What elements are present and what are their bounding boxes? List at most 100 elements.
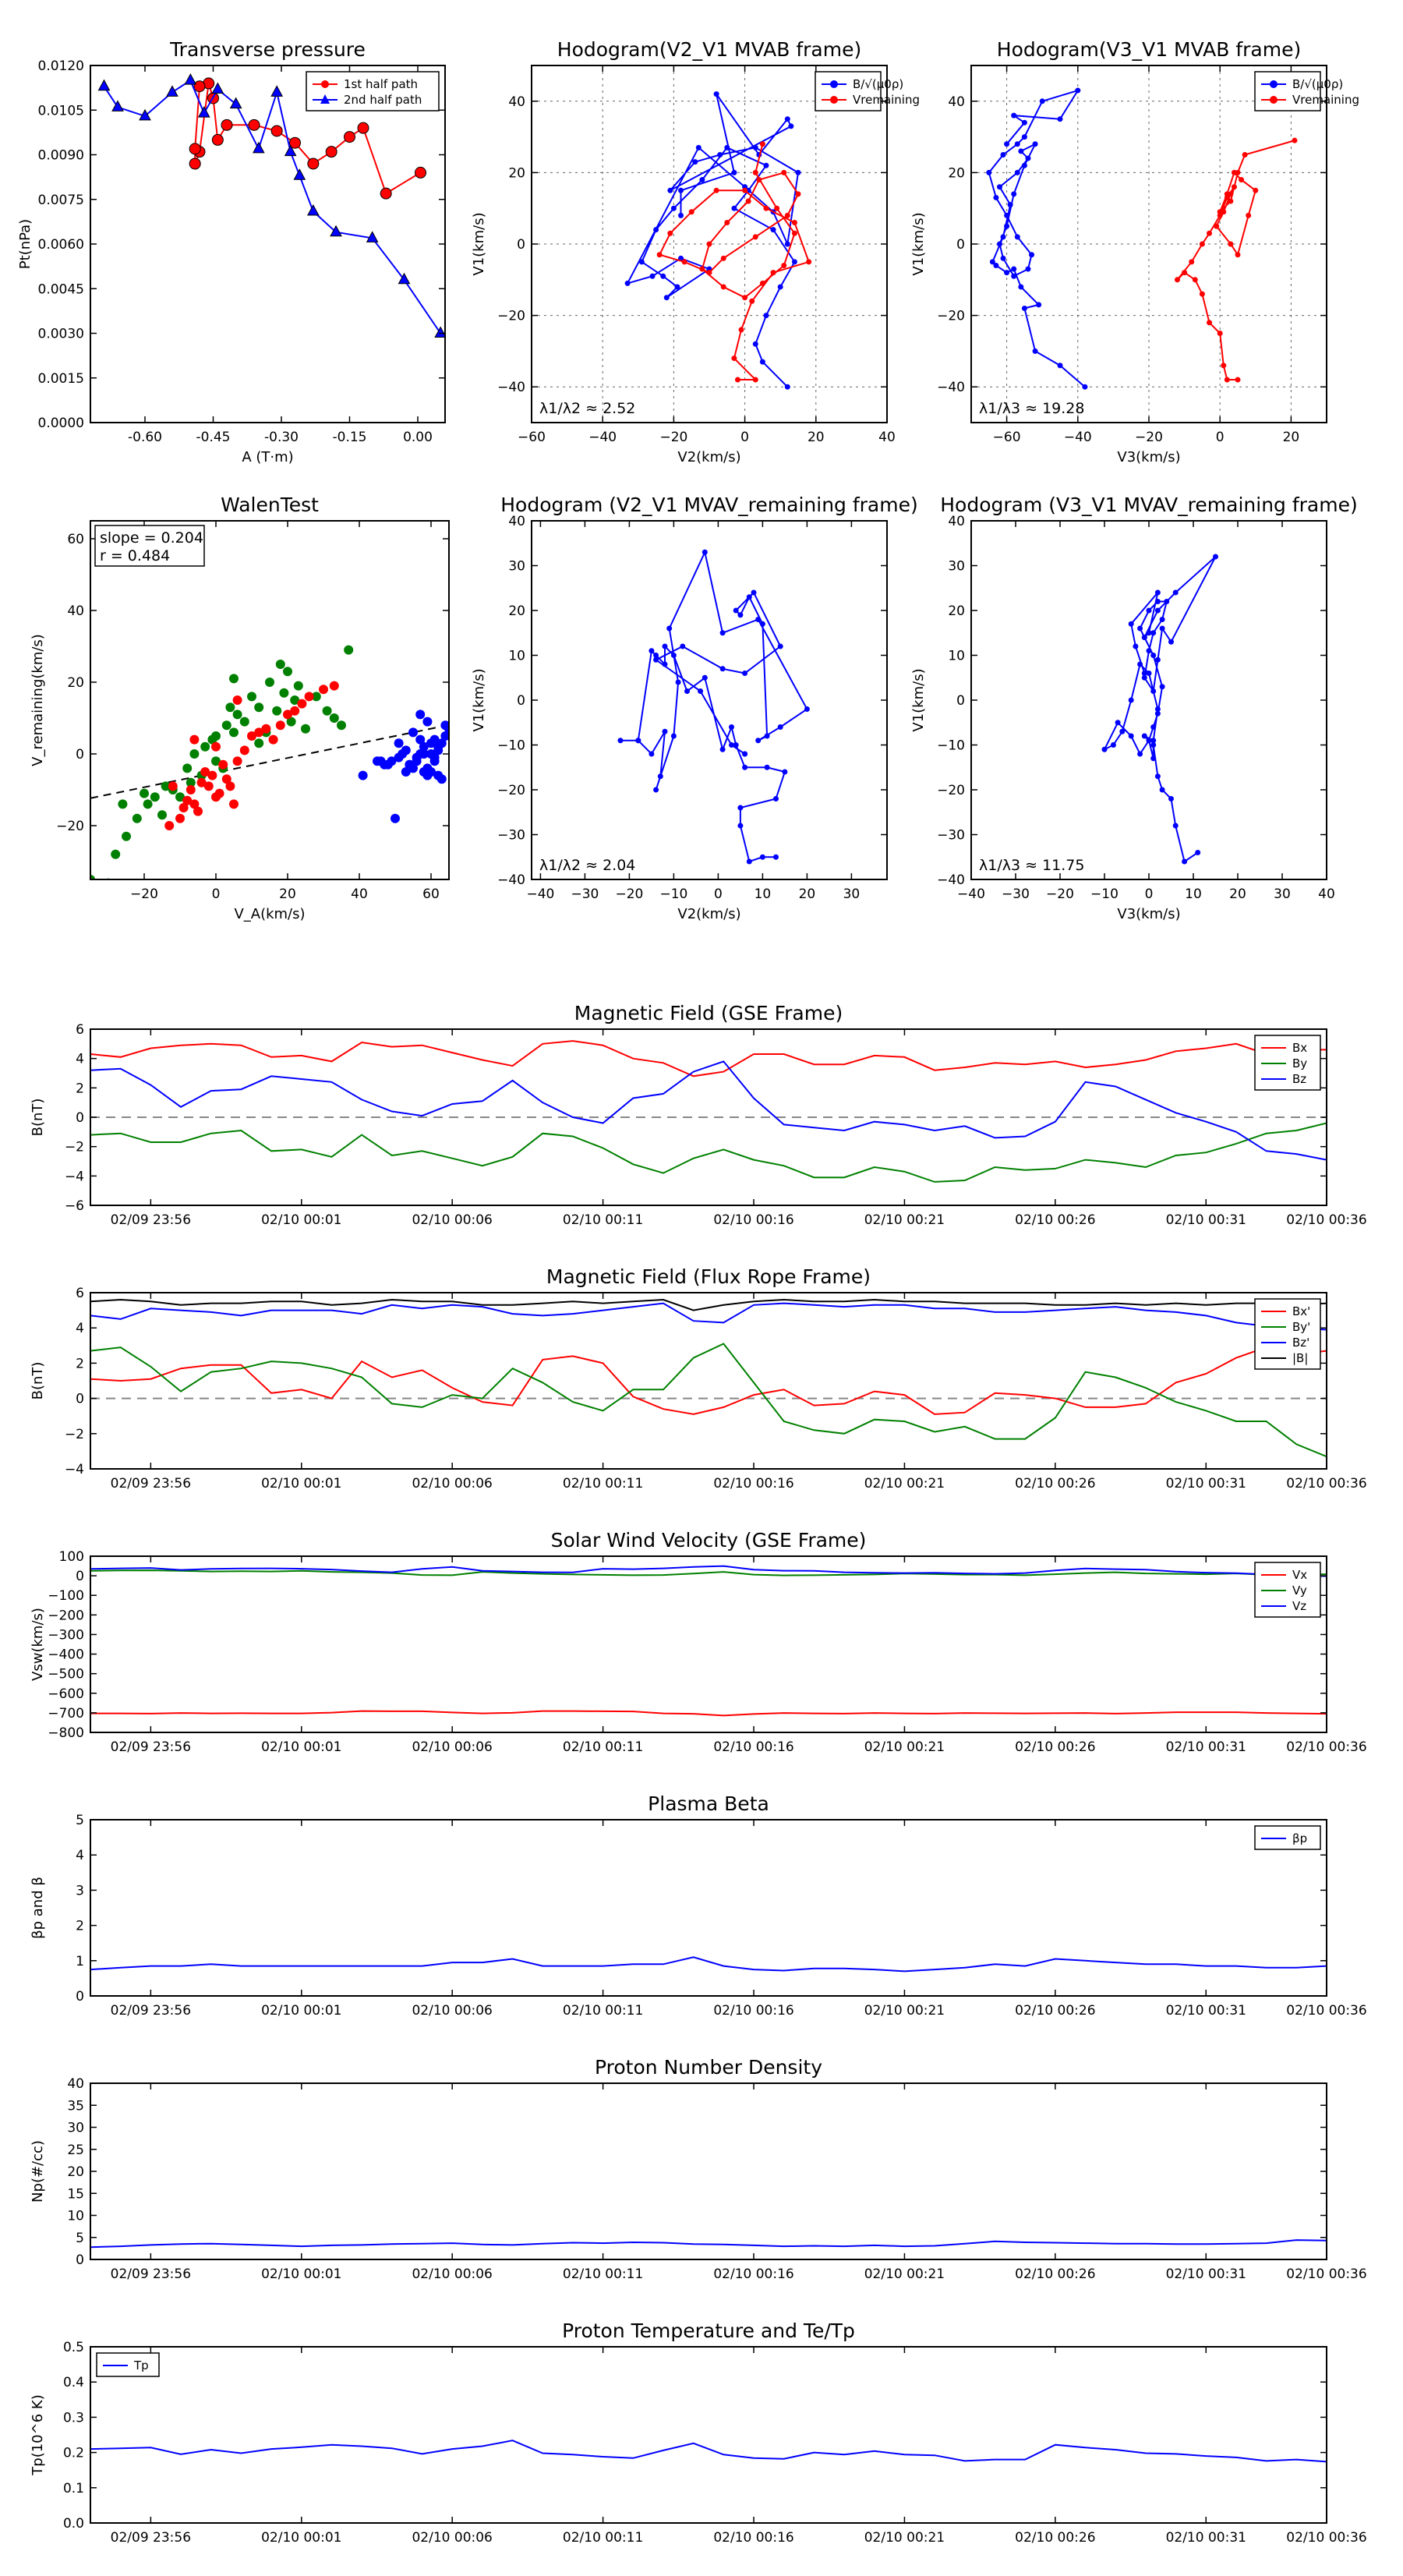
x-tick-label: 20 bbox=[1283, 430, 1300, 445]
y-tick-label: 60 bbox=[67, 532, 84, 547]
x-tick-label: 10 bbox=[1185, 886, 1202, 902]
data-point bbox=[283, 709, 292, 720]
panel-h1: −60 −40 −20 0 20 40 −40 −20 0 20 40 Hodogram(V2_V1 … bbox=[471, 38, 920, 465]
data-point bbox=[742, 295, 748, 301]
series-line-|B| bbox=[90, 1298, 1327, 1311]
data-point bbox=[426, 738, 436, 748]
y-tick-label: 20 bbox=[948, 165, 965, 181]
y-axis-label: V1(km/s) bbox=[910, 668, 927, 731]
x-tick-label: 02/10 00:11 bbox=[563, 2266, 643, 2282]
plot-area bbox=[90, 2440, 1327, 2463]
data-point bbox=[268, 734, 278, 745]
data-point bbox=[293, 168, 306, 180]
chart-title: Plasma Beta bbox=[648, 1792, 769, 1815]
data-point bbox=[713, 187, 719, 193]
plot-area bbox=[90, 1565, 1327, 1717]
data-point bbox=[150, 792, 160, 802]
data-point bbox=[719, 666, 726, 672]
data-point bbox=[1207, 320, 1213, 326]
series-line-Tp bbox=[90, 2440, 1327, 2463]
data-point bbox=[284, 144, 297, 157]
panel-bfr: 02/09 23:56 02/10 00:01 02/10 00:06 02/10 0… bbox=[30, 1265, 1367, 1491]
data-point bbox=[617, 738, 624, 744]
data-point bbox=[719, 630, 726, 636]
y-tick-label: 0.0075 bbox=[38, 193, 84, 208]
data-point bbox=[731, 205, 737, 211]
y-axis-label: V1(km/s) bbox=[471, 668, 487, 731]
x-tick-label: 02/09 23:56 bbox=[111, 2266, 191, 2282]
data-point bbox=[756, 177, 762, 183]
data-point bbox=[186, 777, 196, 787]
data-point bbox=[742, 764, 748, 770]
data-point bbox=[1235, 377, 1241, 383]
data-point bbox=[270, 125, 283, 137]
data-point bbox=[670, 733, 677, 739]
x-tick-label: 02/10 00:06 bbox=[412, 1212, 492, 1228]
x-tick-label: −40 bbox=[526, 886, 554, 902]
x-tick-label: 40 bbox=[1318, 886, 1335, 902]
y-tick-label: 0.3 bbox=[63, 2410, 84, 2426]
data-point bbox=[203, 781, 214, 791]
data-point bbox=[1172, 823, 1179, 829]
data-point bbox=[311, 692, 321, 702]
data-point bbox=[1141, 671, 1147, 676]
legend-label: B/√(μ0ρ) bbox=[853, 77, 903, 91]
x-tick-label: 02/10 00:11 bbox=[563, 1739, 643, 1755]
data-point bbox=[97, 79, 111, 91]
data-point bbox=[440, 720, 449, 731]
data-point bbox=[755, 738, 762, 744]
y-tick-label: −500 bbox=[48, 1667, 84, 1683]
x-tick-label: 02/10 00:26 bbox=[1015, 1476, 1095, 1491]
data-point bbox=[168, 781, 178, 791]
y-tick-label: 0.5 bbox=[63, 2340, 84, 2355]
data-point bbox=[791, 230, 797, 236]
data-point bbox=[405, 759, 415, 770]
data-point bbox=[688, 209, 694, 215]
data-point bbox=[1192, 277, 1198, 283]
data-point bbox=[759, 359, 765, 365]
data-point bbox=[1159, 787, 1165, 793]
data-point bbox=[719, 746, 726, 752]
data-point bbox=[1141, 674, 1147, 681]
data-point bbox=[196, 777, 207, 787]
data-point bbox=[670, 653, 677, 658]
data-point bbox=[1221, 363, 1227, 369]
data-point bbox=[986, 169, 992, 175]
data-point bbox=[1137, 751, 1143, 757]
data-point bbox=[731, 169, 737, 175]
data-point bbox=[1195, 850, 1201, 855]
x-tick-label: 02/10 00:01 bbox=[261, 1739, 341, 1755]
y-tick-label: 40 bbox=[948, 94, 965, 110]
data-point bbox=[1082, 384, 1088, 390]
data-point bbox=[720, 255, 726, 261]
data-point bbox=[653, 656, 659, 663]
x-tick-label: −40 bbox=[588, 430, 617, 445]
data-point bbox=[752, 144, 758, 150]
data-point bbox=[111, 100, 124, 111]
data-point bbox=[1182, 858, 1188, 865]
data-point bbox=[782, 769, 788, 775]
data-point bbox=[175, 792, 185, 802]
data-point bbox=[724, 220, 730, 226]
data-point bbox=[434, 326, 445, 338]
data-point bbox=[239, 717, 249, 727]
data-point bbox=[667, 230, 673, 236]
data-point bbox=[1217, 209, 1223, 215]
data-point bbox=[193, 806, 203, 816]
x-tick-label: 60 bbox=[422, 886, 440, 902]
x-tick-label: 02/10 00:36 bbox=[1286, 1739, 1366, 1755]
data-point bbox=[784, 384, 790, 390]
data-point bbox=[186, 785, 196, 794]
x-tick-label: −30 bbox=[1002, 886, 1030, 902]
data-point bbox=[1150, 630, 1157, 636]
data-point bbox=[1128, 621, 1134, 627]
data-point bbox=[770, 270, 776, 276]
y-tick-label: −6 bbox=[65, 1198, 84, 1214]
plot-area bbox=[617, 549, 810, 865]
legend-frame bbox=[815, 71, 882, 111]
data-point bbox=[1014, 169, 1020, 175]
data-point bbox=[752, 234, 758, 240]
data-point bbox=[1228, 241, 1234, 247]
data-point bbox=[777, 724, 783, 730]
chart-title: Hodogram(V2_V1 MVAB frame) bbox=[557, 38, 861, 61]
